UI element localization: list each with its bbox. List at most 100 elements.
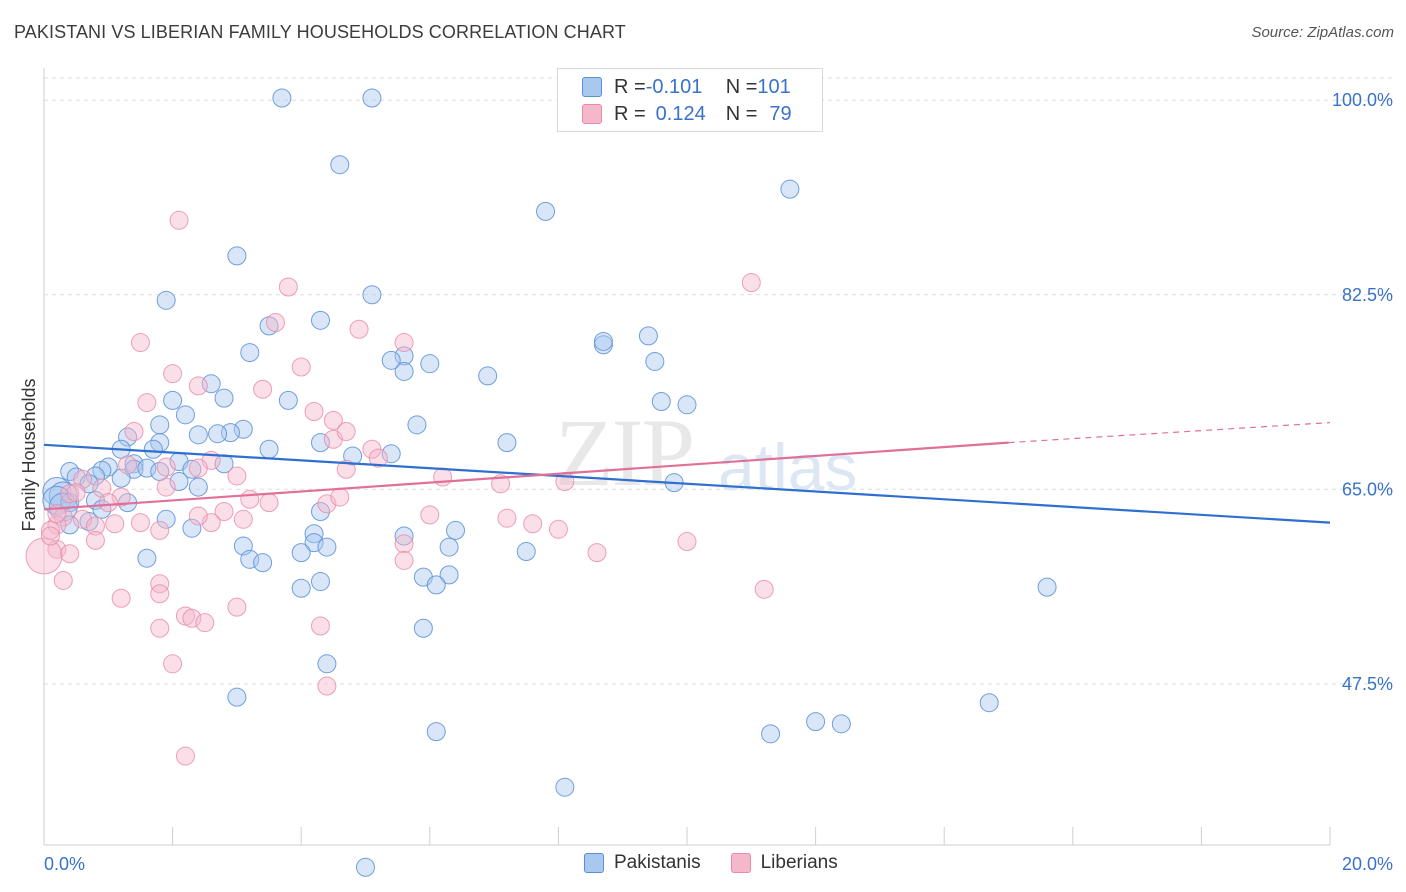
liberian-point <box>111 588 131 608</box>
liberian-point <box>497 508 517 528</box>
liberian-point <box>47 515 67 535</box>
pakistani-point <box>291 543 311 563</box>
pakistani-point <box>240 549 260 569</box>
liberian-point <box>227 597 247 617</box>
pakistani-point <box>143 439 163 459</box>
gridlines <box>44 77 1392 685</box>
pakistani-point <box>1037 577 1057 597</box>
legend-item-liberians[interactable]: Liberians <box>730 852 838 874</box>
legend-r-label: R = <box>614 75 646 98</box>
liberian-point <box>150 584 170 604</box>
liberian-point <box>394 550 414 570</box>
legend-label-pakistanis: Pakistanis <box>614 852 701 873</box>
liberian-swatch <box>582 104 602 124</box>
pakistani-point <box>240 343 260 363</box>
pakistani-point <box>330 155 350 175</box>
pakistani-point <box>118 427 138 447</box>
pakistani-point <box>310 310 330 330</box>
legend-r-value: 0.124 <box>655 102 706 125</box>
watermark: ZIP atlas <box>555 399 857 506</box>
legend-r-label: R = <box>614 102 646 125</box>
liberian-point <box>163 654 183 674</box>
pakistani-point <box>439 565 459 585</box>
liberian-point <box>98 493 118 513</box>
pakistani-point <box>233 419 253 439</box>
legend-n-value: 79 <box>769 102 792 125</box>
liberian-point <box>188 506 208 526</box>
bottom-legend: Pakistanis Liberians <box>584 852 868 874</box>
pakistani-point <box>227 246 247 266</box>
pakistani-point <box>169 472 189 492</box>
liberian-point <box>304 401 324 421</box>
pakistani-point <box>439 537 459 557</box>
trend-lines <box>43 421 1331 524</box>
legend-n-label: N = <box>725 75 758 98</box>
pakistani-point <box>182 518 202 538</box>
pakistani-point <box>497 433 517 453</box>
legend-item-pakistanis[interactable]: Pakistanis <box>584 852 701 874</box>
pakistani-point <box>227 687 247 707</box>
liberian-point <box>227 466 247 486</box>
pakistani-point <box>394 361 414 381</box>
pakistani-point <box>182 459 202 479</box>
pakistani-points <box>42 88 1057 877</box>
pakistani-point <box>651 391 671 411</box>
pakistani-point <box>137 458 157 478</box>
pakistani-point <box>356 857 375 877</box>
pakistani-point <box>362 88 382 108</box>
liberian-point <box>214 502 234 522</box>
legend-box: R = -0.101 N = 101 R = 0.124 N = 79 <box>557 68 823 132</box>
pakistani-point <box>516 542 536 562</box>
liberian-point <box>291 357 311 377</box>
y-tick-label: 47.5% <box>1342 674 1393 694</box>
pakistani-point <box>407 415 427 435</box>
liberian-point <box>336 459 356 479</box>
legend-n-value: 101 <box>757 75 791 98</box>
liberian-point <box>156 457 176 477</box>
liberian-point <box>394 333 414 353</box>
pakistani-point <box>555 777 575 797</box>
y-axis-title: Family Households <box>19 378 39 531</box>
liberian-point <box>278 277 298 297</box>
legend-label-liberians: Liberians <box>760 852 838 873</box>
pakistani-point <box>150 415 170 435</box>
pakistani-point <box>304 533 324 553</box>
y-tick-label: 82.5% <box>1342 285 1393 305</box>
pakistani-point <box>645 351 665 371</box>
pakistani-point <box>979 693 999 713</box>
liberian-point <box>188 376 208 396</box>
liberian-point <box>92 478 112 498</box>
pakistani-point <box>831 714 851 734</box>
pakistani-point <box>381 444 401 464</box>
liberian-point <box>336 421 356 441</box>
pakistani-point <box>317 654 337 674</box>
pakistani-point <box>381 350 401 370</box>
pakistani-swatch <box>582 77 602 97</box>
y-tick-label: 65.0% <box>1342 479 1393 499</box>
source-label: Source: ZipAtlas.com <box>1251 24 1394 41</box>
liberian-swatch <box>730 853 751 873</box>
pakistani-trend-line <box>43 443 1331 524</box>
x-tick-label: 20.0% <box>1342 854 1393 874</box>
pakistani-point <box>124 454 144 474</box>
liberian-point <box>188 458 208 478</box>
liberian-point <box>66 483 86 503</box>
pakistani-point <box>446 520 466 540</box>
liberian-point <box>265 313 285 333</box>
liberian-point <box>163 364 183 384</box>
tick-labels: 47.5% 65.0% 82.5% 100.0% 0.0% 20.0% <box>44 90 1393 874</box>
pakistani-point <box>413 618 433 638</box>
liberian-trend-line <box>43 441 1009 511</box>
pakistani-point <box>362 285 382 305</box>
liberian-point <box>330 487 350 507</box>
liberian-point <box>240 489 260 509</box>
liberian-point <box>53 570 73 590</box>
liberian-point <box>105 514 125 534</box>
liberian-point <box>175 746 195 766</box>
liberian-point <box>25 537 63 575</box>
pakistani-point <box>593 331 613 351</box>
pakistani-point <box>156 290 176 310</box>
liberian-point <box>40 526 60 546</box>
liberian-point <box>130 333 150 353</box>
liberian-point <box>523 514 543 534</box>
